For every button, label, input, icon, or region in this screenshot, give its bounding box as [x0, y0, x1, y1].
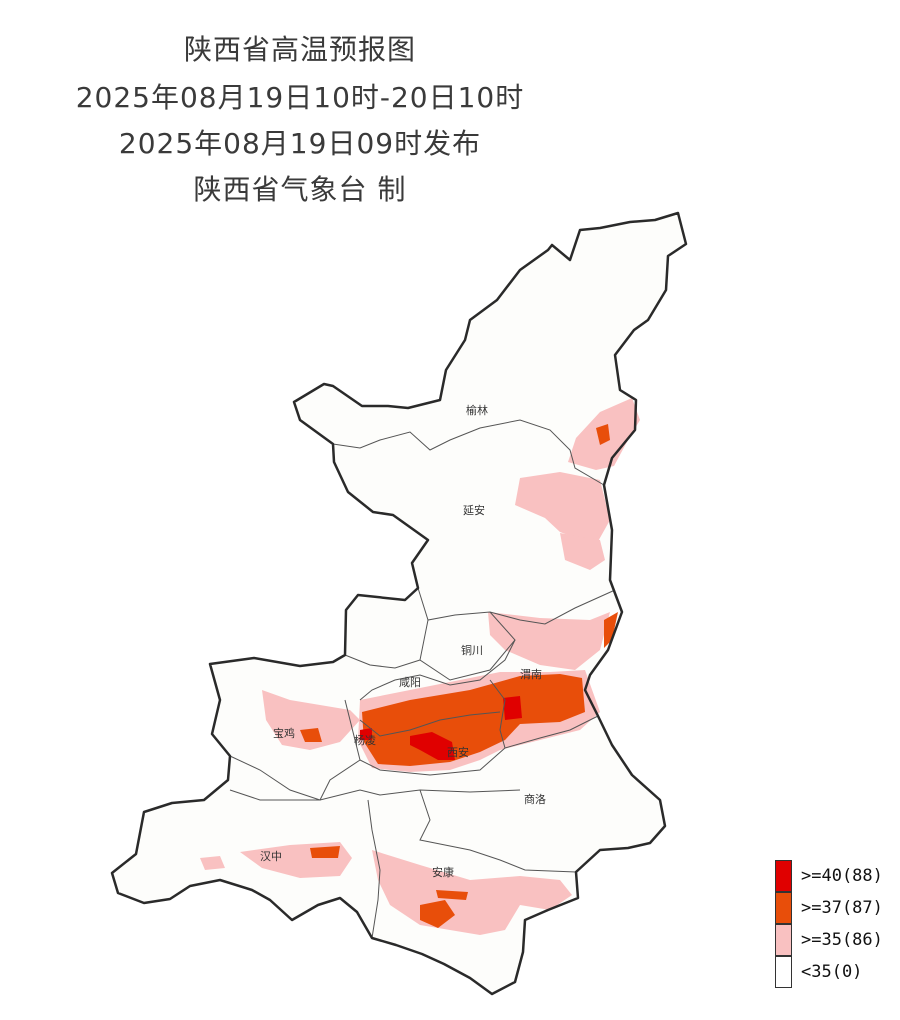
city-label-xianyang: 咸阳: [399, 676, 421, 689]
issuer: 陕西省气象台 制: [193, 173, 407, 206]
legend-item: <35(0): [775, 956, 883, 988]
city-label-yangling: 杨凌: [354, 733, 376, 747]
legend-item: >=35(86): [775, 924, 883, 956]
issue-time: 2025年08月19日09时发布: [118, 127, 482, 160]
city-label-hanzhong: 汉中: [260, 850, 282, 863]
city-label-ankang: 安康: [432, 865, 454, 879]
legend-swatch: [775, 860, 792, 892]
legend-swatch: [775, 956, 792, 988]
legend-item: >=37(87): [775, 892, 883, 924]
legend-item: >=40(88): [775, 860, 883, 892]
city-label-xian: 西安: [447, 745, 469, 759]
legend-label: >=40(88): [801, 866, 883, 886]
city-label-baoji: 宝鸡: [273, 726, 295, 740]
legend-label: >=37(87): [801, 898, 883, 918]
legend-swatch: [775, 892, 792, 924]
map-title: 陕西省高温预报图: [183, 33, 416, 66]
legend: >=40(88) >=37(87) >=35(86) <35(0): [775, 860, 883, 988]
city-label-weinan: 渭南: [520, 668, 542, 681]
city-label-yanan: 延安: [463, 503, 485, 517]
legend-label: >=35(86): [801, 930, 883, 950]
legend-swatch: [775, 924, 792, 956]
city-label-tongchuan: 铜川: [461, 643, 483, 657]
city-label-shangluo: 商洛: [524, 792, 546, 806]
legend-label: <35(0): [801, 962, 863, 982]
city-borders: [229, 419, 616, 939]
zone-40: [360, 696, 522, 760]
city-label-yulin: 榆林: [466, 403, 488, 417]
province-border: [110, 211, 688, 996]
forecast-period: 2025年08月19日10时-20日10时: [75, 81, 525, 114]
